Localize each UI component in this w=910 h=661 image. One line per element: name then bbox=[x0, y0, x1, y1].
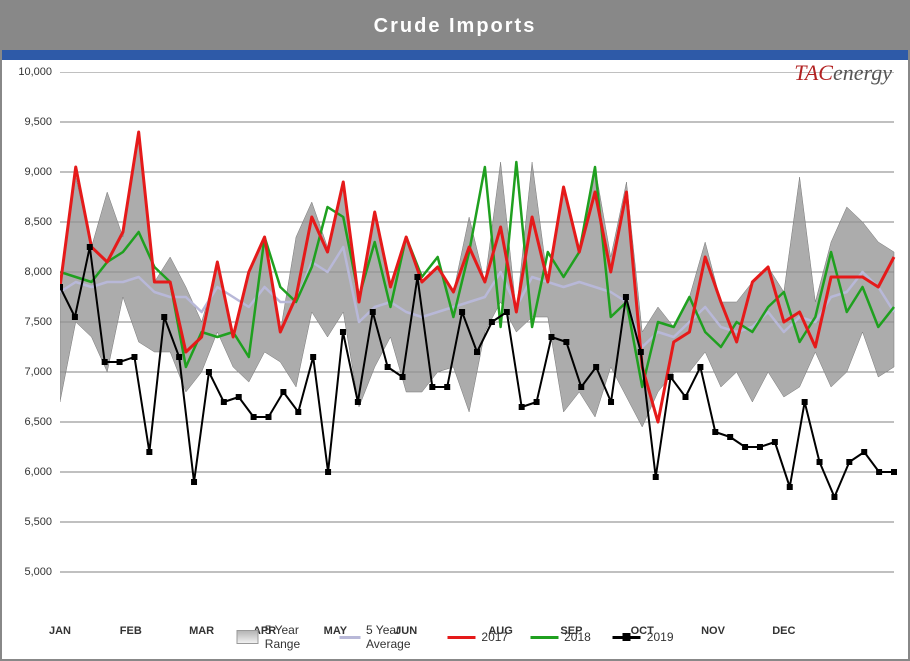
chart-title: Crude Imports bbox=[374, 15, 537, 38]
legend-avg: 5 Year Average bbox=[340, 623, 426, 651]
title-bar: Crude Imports bbox=[2, 2, 908, 50]
x-tick-label: JAN bbox=[49, 625, 71, 637]
y-tick-label: 8,000 bbox=[4, 266, 52, 278]
chart-container: Crude Imports TACenergy 5,000 5,500 6,000 6… bbox=[0, 0, 910, 661]
plot-svg bbox=[60, 72, 898, 620]
x-tick-label: FEB bbox=[120, 625, 142, 637]
legend-2017-label: 2017 bbox=[481, 630, 508, 644]
x-tick-label: MAR bbox=[189, 625, 214, 637]
legend-2017-line bbox=[447, 636, 475, 639]
legend-range-label: 5 Year Range bbox=[265, 623, 318, 651]
legend-2018: 2018 bbox=[530, 630, 591, 644]
y-tick-label: 6,500 bbox=[4, 416, 52, 428]
legend-2019-label: 2019 bbox=[647, 630, 674, 644]
y-tick-label: 5,500 bbox=[4, 516, 52, 528]
y-tick-label: 6,000 bbox=[4, 466, 52, 478]
legend-2018-label: 2018 bbox=[564, 630, 591, 644]
y-tick-label: 10,000 bbox=[4, 66, 52, 78]
legend-2018-line bbox=[530, 636, 558, 639]
y-tick-label: 7,500 bbox=[4, 316, 52, 328]
logo: TACenergy bbox=[794, 60, 892, 86]
legend-2019: 2019 bbox=[613, 630, 674, 644]
legend-range-swatch bbox=[237, 630, 259, 644]
header-stripe bbox=[2, 50, 908, 60]
legend: 5 Year Range 5 Year Average 2017 2018 20… bbox=[229, 621, 682, 653]
y-tick-label: 8,500 bbox=[4, 216, 52, 228]
y-tick-label: 9,500 bbox=[4, 116, 52, 128]
y-tick-label: 7,000 bbox=[4, 366, 52, 378]
logo-gray: energy bbox=[833, 60, 892, 85]
plot-area bbox=[60, 72, 898, 620]
x-tick-label: DEC bbox=[772, 625, 795, 637]
legend-avg-line bbox=[340, 636, 360, 639]
y-tick-label: 9,000 bbox=[4, 166, 52, 178]
legend-2017: 2017 bbox=[447, 630, 508, 644]
logo-red: TAC bbox=[794, 60, 833, 85]
legend-2019-line bbox=[613, 636, 641, 639]
x-tick-label: NOV bbox=[701, 625, 725, 637]
legend-range: 5 Year Range bbox=[237, 623, 318, 651]
y-tick-label: 5,000 bbox=[4, 566, 52, 578]
legend-avg-label: 5 Year Average bbox=[366, 623, 425, 651]
